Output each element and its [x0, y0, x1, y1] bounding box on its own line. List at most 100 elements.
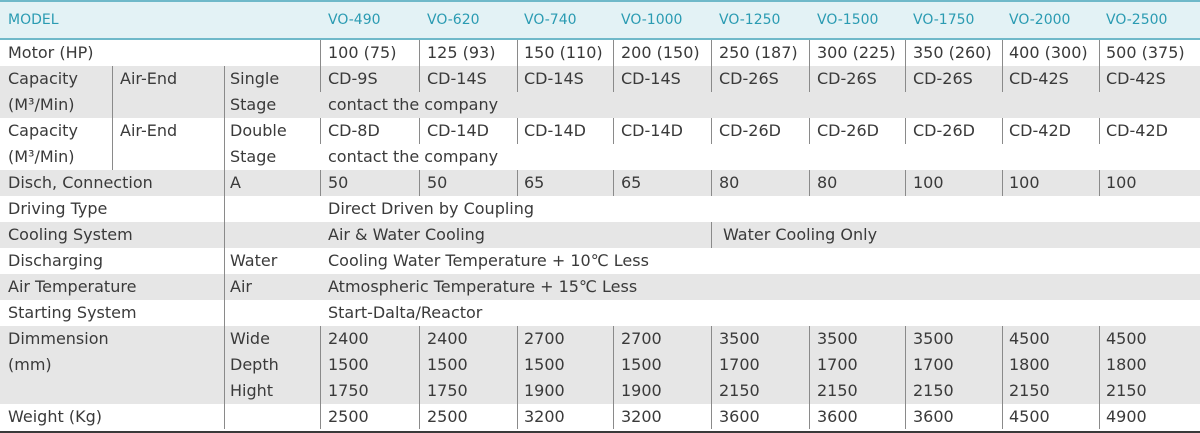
column-divider [1099, 66, 1100, 92]
table-cell: CD-14S [427, 69, 487, 88]
table-row: Air Temperature Air Atmospheric Temperatur… [0, 274, 1200, 300]
column-divider [517, 118, 518, 144]
column-divider [711, 404, 712, 429]
table-cell: 500 (375) [1106, 43, 1185, 62]
table-row: (M³/Min) Stage contact the company [0, 144, 1200, 170]
column-divider [224, 300, 225, 326]
table-cell: Water Cooling Only [723, 225, 878, 244]
column-divider [224, 196, 225, 222]
table-cell: 3600 [913, 407, 954, 426]
column-divider [224, 92, 225, 118]
table-cell: 2400 [427, 329, 468, 348]
column-divider [224, 378, 225, 404]
header-model-vo-1500: VO-1500 [817, 12, 879, 28]
table-row: Motor (HP) 100 (75) 125 (93) 150 (110) 200 (… [0, 40, 1200, 66]
table-cell: Dimmension [8, 329, 109, 348]
table-cell: Starting System [8, 303, 137, 322]
column-divider [613, 170, 614, 196]
table-row: Weight (Kg) 2500 2500 3200 3200 3600 3600 3600 4… [0, 404, 1200, 429]
table-row: (M³/Min) Stage contact the company [0, 92, 1200, 118]
column-divider [1099, 170, 1100, 196]
column-divider [1099, 378, 1100, 404]
column-divider [905, 40, 906, 66]
column-divider [1002, 66, 1003, 92]
table-cell: 1700 [817, 355, 858, 374]
table-cell: 4500 [1009, 329, 1050, 348]
column-divider [711, 66, 712, 92]
column-divider [320, 326, 321, 352]
column-divider [1002, 404, 1003, 429]
table-cell: CD-9S [328, 69, 378, 88]
table-row: Capacity Air-End Double CD-8D CD-14D CD-14D CD… [0, 118, 1200, 144]
column-divider [224, 144, 225, 170]
table-cell: 80 [817, 173, 838, 192]
column-divider [224, 170, 225, 196]
column-divider [613, 66, 614, 92]
column-divider [112, 118, 113, 144]
table-cell: CD-26S [913, 69, 973, 88]
column-divider [1002, 170, 1003, 196]
table-cell: CD-26D [719, 121, 781, 140]
column-divider [517, 170, 518, 196]
table-cell: 3600 [817, 407, 858, 426]
table-cell: Depth [230, 355, 279, 374]
column-divider [905, 170, 906, 196]
column-divider [419, 378, 420, 404]
table-cell: 4900 [1106, 407, 1147, 426]
column-divider [711, 170, 712, 196]
table-cell: 3200 [524, 407, 565, 426]
table-cell: 1500 [328, 355, 369, 374]
table-row: Capacity Air-End Single CD-9S CD-14S CD-14S CD… [0, 66, 1200, 92]
column-divider [711, 222, 712, 248]
table-cell: 1700 [719, 355, 760, 374]
column-divider [320, 40, 321, 66]
table-cell: 2500 [427, 407, 468, 426]
table-cell: CD-14D [621, 121, 683, 140]
column-divider [224, 274, 225, 300]
column-divider [320, 66, 321, 92]
table-cell: Water [230, 251, 278, 270]
header-model-vo-490: VO-490 [328, 12, 381, 28]
table-cell: 350 (260) [913, 43, 992, 62]
column-divider [419, 170, 420, 196]
table-cell: CD-42S [1009, 69, 1069, 88]
column-divider [711, 118, 712, 144]
table-cell: CD-42S [1106, 69, 1166, 88]
table-cell: 100 [1009, 173, 1040, 192]
table-cell: 300 (225) [817, 43, 896, 62]
table-cell: 2150 [1009, 381, 1050, 400]
column-divider [1099, 404, 1100, 429]
column-divider [809, 326, 810, 352]
table-cell: Cooling Water Temperature + 10℃ Less [328, 251, 649, 270]
table-row: Dimmension Wide 2400 2400 2700 2700 3500 3500 35… [0, 326, 1200, 352]
table-cell: Direct Driven by Coupling [328, 199, 535, 218]
column-divider [711, 352, 712, 378]
table-cell: 250 (187) [719, 43, 798, 62]
table-cell: Stage [230, 95, 277, 114]
table-cell: CD-26D [817, 121, 879, 140]
table-cell: 2400 [328, 329, 369, 348]
table-cell: CD-42D [1009, 121, 1071, 140]
table-cell: 50 [427, 173, 448, 192]
table-row: Hight 1750 1750 1900 1900 2150 2150 2150 2150 215… [0, 378, 1200, 404]
column-divider [613, 326, 614, 352]
header-model-vo-740: VO-740 [524, 12, 577, 28]
table-cell: 1800 [1106, 355, 1147, 374]
table-cell: (M³/Min) [8, 95, 75, 114]
table-cell: CD-8D [328, 121, 380, 140]
table-cell: Single [230, 69, 280, 88]
column-divider [809, 66, 810, 92]
table-cell: 150 (110) [524, 43, 603, 62]
table-row: Starting System Start-Dalta/Reactor [0, 300, 1200, 326]
column-divider [613, 378, 614, 404]
column-divider [224, 66, 225, 92]
table-cell: 1900 [621, 381, 662, 400]
table-cell: 65 [524, 173, 545, 192]
column-divider [1002, 40, 1003, 66]
column-divider [517, 378, 518, 404]
table-cell: Driving Type [8, 199, 108, 218]
table-cell: A [230, 173, 241, 192]
table-cell: 2150 [817, 381, 858, 400]
table-cell: Discharging [8, 251, 104, 270]
column-divider [224, 404, 225, 429]
